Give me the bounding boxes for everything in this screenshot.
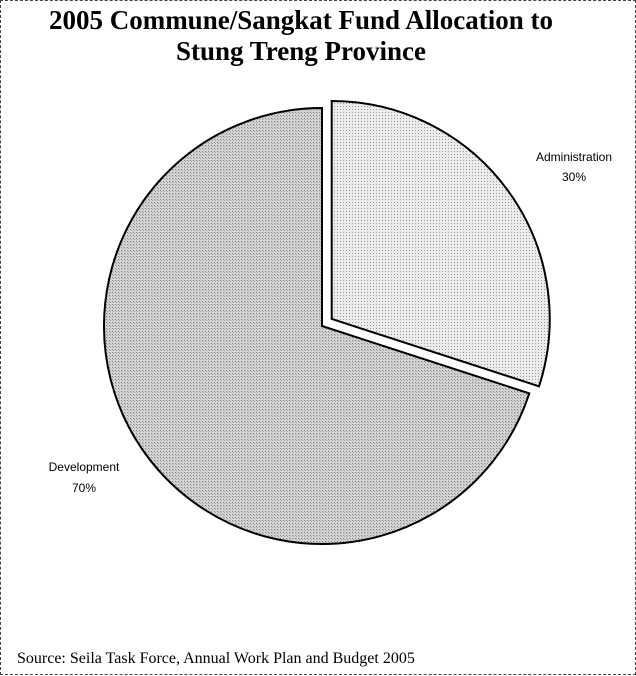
pie-slice-administration [330,99,551,388]
chart-title-line-1: 2005 Commune/Sangkat Fund Allocation to [48,5,554,35]
slice-label-development-name: Development [49,460,120,474]
slice-label-administration-value: 30% [562,170,586,184]
source-note: Source: Seila Task Force, Annual Work Pl… [17,650,415,667]
slice-label-administration-name: Administration [536,150,612,164]
chart-title-line-2: Stung Treng Province [175,36,427,66]
pie-slice-development [103,106,531,545]
pie-slices [103,99,551,545]
slice-label-development-value: 70% [72,481,96,495]
chart-title: 2005 Commune/Sangkat Fund Allocation to … [1,5,601,67]
